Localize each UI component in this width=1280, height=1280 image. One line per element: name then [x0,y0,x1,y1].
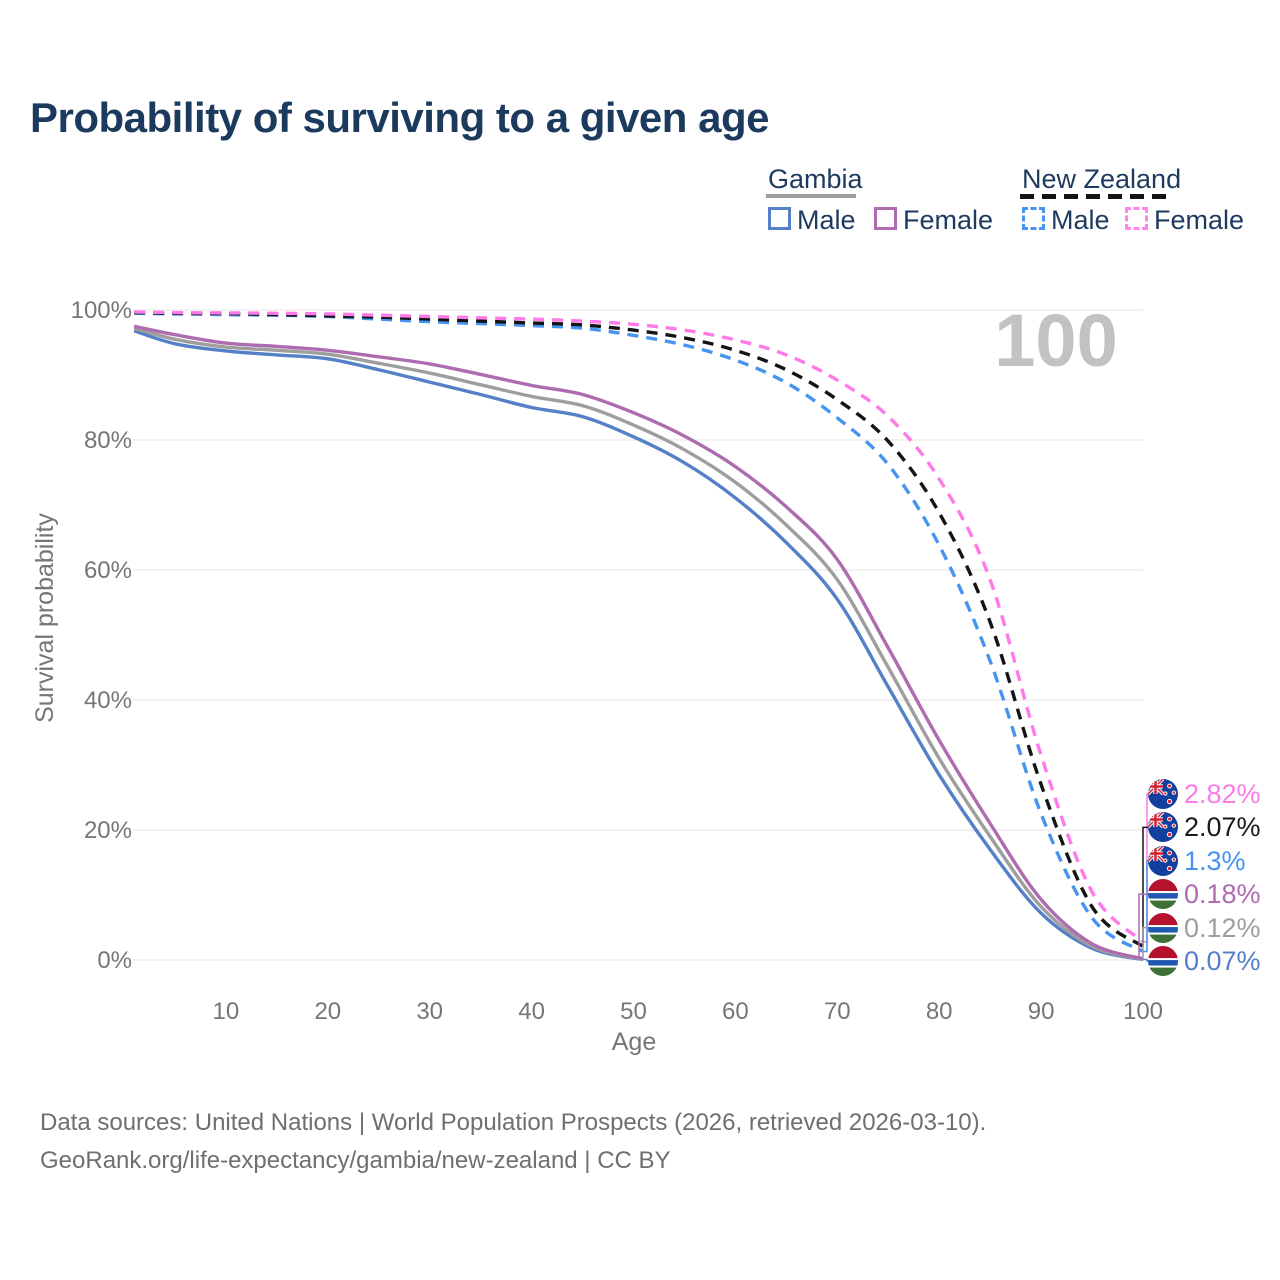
curve-gambia-male [133,329,1144,962]
leader-line [1138,893,1150,960]
y-tick-label: 40% [83,687,132,714]
x-tick-label: 40 [518,998,545,1025]
x-axis-title: Age [611,1028,657,1056]
data-sources-text: Data sources: United Nations | World Pop… [40,1109,987,1136]
curve-new-zealand-both-sexes [134,310,1145,948]
end-value-text: 1.3% [1184,845,1246,876]
gambia-flag-icon [1148,913,1178,943]
end-label-row: 1.3% [1148,845,1246,876]
x-tick-label: 80 [925,998,953,1025]
x-tick-label: 90 [1027,998,1055,1025]
legend-new-zealand-line-sample [1020,194,1170,199]
y-axis-title: Survival probability [31,513,59,723]
survival-curves [133,310,1145,962]
x-tick-label: 30 [416,998,444,1025]
gambia-flag-icon [1148,946,1178,976]
end-value-text: 2.07% [1184,812,1261,843]
end-value-text: 2.82% [1184,779,1261,809]
x-tick-label: 100 [1122,998,1164,1025]
legend-swatch-gambia-female[interactable] [874,207,897,230]
y-tick-label: 0% [97,947,132,974]
gridlines [133,309,1143,961]
leader-line [1142,826,1150,947]
hovered-age-watermark: 100 [994,299,1118,382]
new-zealand-flag-icon [1148,846,1178,876]
new-zealand-flag-icon [1148,779,1178,809]
legend-swatch-gambia-male[interactable] [768,207,791,230]
curve-gambia-both-sexes [133,326,1144,961]
legend-label-nz-male[interactable]: Male [1051,205,1110,235]
end-label-row: 2.07% [1148,812,1261,843]
curve-gambia-female [133,324,1144,961]
y-tick-label: 100% [70,297,132,324]
leader-line [1142,926,1150,960]
x-tick-label: 60 [722,998,749,1025]
end-value-text: 0.18% [1184,879,1261,910]
end-value-text: 0.07% [1184,946,1261,976]
new-zealand-flag-icon [1148,812,1178,842]
page-title: Probability of surviving to a given age [30,94,769,141]
curve-new-zealand-male [134,311,1144,953]
x-tick-label: 10 [212,998,240,1025]
x-tick-label: 70 [823,998,851,1025]
end-label-row: 0.12% [1148,912,1261,943]
legend-group-gambia: Gambia [768,164,863,194]
attribution-link-text[interactable]: GeoRank.org/life-expectancy/gambia/new-z… [40,1147,671,1174]
legend-gambia-line-sample [766,194,856,198]
x-tick-label: 20 [314,998,342,1025]
end-label-row: 2.82% [1148,779,1261,809]
x-tick-label: 50 [620,998,647,1025]
legend-label-gambia-female[interactable]: Female [903,205,994,235]
end-value-text: 0.12% [1184,912,1261,943]
gambia-flag-icon [1148,879,1178,909]
legend-group-new-zealand: New Zealand [1022,164,1182,194]
end-label-row: 0.18% [1148,879,1261,910]
legend-label-nz-female[interactable]: Female [1154,205,1245,235]
legend-swatch-nz-female[interactable] [1125,207,1148,230]
y-tick-label: 60% [83,557,132,584]
legend-swatch-nz-male[interactable] [1022,207,1045,230]
y-tick-label: 80% [83,427,132,454]
end-label-row: 0.07% [1148,946,1261,976]
legend-label-gambia-male[interactable]: Male [797,205,856,235]
curve-new-zealand-female [134,310,1145,943]
y-tick-label: 20% [83,817,132,844]
